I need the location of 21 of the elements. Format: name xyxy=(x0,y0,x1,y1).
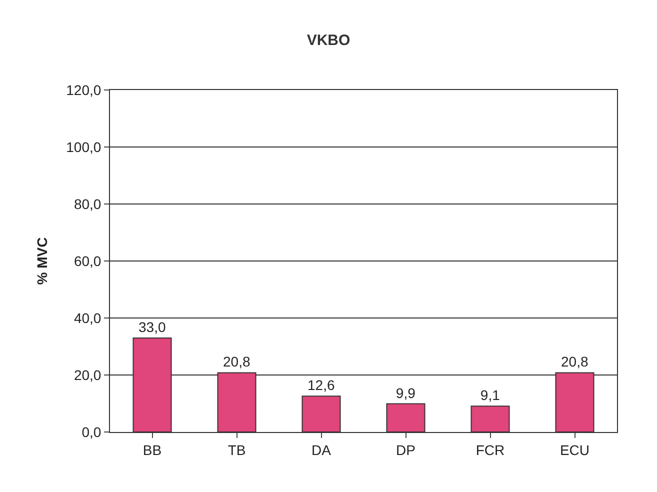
x-tick-label: ECU xyxy=(560,442,590,458)
data-label: 9,1 xyxy=(480,387,500,404)
y-tick-label: 60,0 xyxy=(74,252,102,269)
y-tick-label: 20,0 xyxy=(74,366,102,383)
data-label: 9,9 xyxy=(396,384,416,401)
x-tick-label: DP xyxy=(396,442,416,458)
x-tick-label: FCR xyxy=(476,442,505,458)
x-tick-label: DA xyxy=(312,442,332,458)
data-label: 20,8 xyxy=(561,354,588,370)
x-tick-label: TB xyxy=(228,442,246,458)
data-label: 20,8 xyxy=(223,354,250,370)
y-axis-title: % MVC xyxy=(34,237,50,285)
y-tick-label: 80,0 xyxy=(74,196,102,212)
data-label: 33,0 xyxy=(138,318,166,335)
x-tick-label: BB xyxy=(142,442,162,458)
y-tick-label: 120,0 xyxy=(66,82,102,98)
data-label: 12,6 xyxy=(308,377,335,394)
y-tick-label: 40,0 xyxy=(74,310,102,326)
y-tick-label: 100,0 xyxy=(66,138,102,155)
chart-title: VKBO xyxy=(306,32,350,49)
y-tick-label: 0,0 xyxy=(82,424,102,440)
